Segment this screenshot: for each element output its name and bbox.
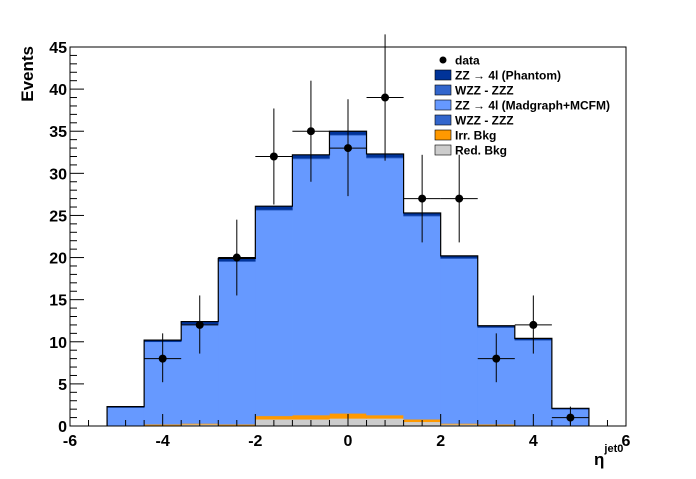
x-axis-label-superscript: jet0: [603, 443, 623, 455]
legend-swatch-2: [434, 84, 452, 96]
data-point-10: [529, 320, 538, 329]
legend-label-6: Red. Bkg: [455, 144, 507, 158]
x-tick-label-3: 0: [344, 433, 353, 450]
data-point-5: [344, 144, 352, 153]
y-tick-label-6: 30: [49, 166, 67, 183]
bar-segment-s3-b8: [403, 216, 441, 420]
legend-swatch-6: [434, 144, 452, 156]
data-point-4: [306, 127, 315, 136]
y-tick-label-4: 20: [49, 251, 67, 268]
legend-label-3: ZZ → 4l (Madgraph+MCFM): [455, 99, 610, 113]
legend-label-2: WZZ - ZZZ: [455, 84, 514, 98]
x-axis-label: ηjet0: [594, 443, 623, 469]
data-point-group-11: [551, 406, 589, 425]
y-tick-label-5: 25: [49, 208, 67, 225]
data-points: [144, 34, 589, 425]
x-tick-label-1: -4: [156, 433, 170, 450]
bar-segment-s1-b7: [366, 414, 404, 419]
legend-marker-data: [439, 56, 447, 64]
legend-label-5: Irr. Bkg: [455, 129, 496, 143]
axes: -6 -4 -2 0 2 4 6 0 5 10 15 20 25 30 35 40 45: [49, 40, 630, 450]
bar-segment-s3-b9: [440, 258, 478, 424]
x-axis-label-main: η: [594, 450, 604, 469]
data-point-3: [269, 152, 278, 161]
data-point-0: [158, 354, 167, 363]
data-point-group-2: [218, 219, 256, 296]
data-point-9: [492, 354, 501, 363]
histogram-bars: [106, 130, 590, 427]
x-tick-label-5: 4: [529, 433, 538, 450]
bar-segment-s1-b5: [292, 414, 330, 420]
y-axis-label: Events: [18, 46, 37, 102]
data-point-group-0: [144, 333, 182, 383]
data-point-group-7: [403, 154, 441, 243]
data-point-group-8: [440, 154, 478, 243]
y-tick-label-2: 10: [49, 335, 67, 352]
x-tick-label-0: -6: [63, 433, 77, 450]
x-tick-label-6: 6: [622, 433, 631, 450]
x-tick-label-2: -2: [248, 433, 262, 450]
bar-segment-s3-b7: [366, 157, 404, 416]
bar-segment-s3-b4: [255, 210, 293, 417]
data-point-group-10: [514, 295, 552, 354]
legend-swatch-5: [434, 129, 452, 141]
legend-swatch-1: [434, 69, 452, 81]
y-tick-label-9: 45: [49, 40, 67, 57]
data-point-group-5: [329, 99, 367, 197]
bar-segment-s3-b11: [514, 339, 553, 426]
legend-swatch-3: [434, 99, 452, 111]
data-point-group-9: [477, 333, 515, 383]
data-point-1: [195, 320, 204, 329]
data-point-group-4: [292, 80, 330, 182]
bar-segment-s1-b4: [255, 415, 293, 420]
legend-label-1: ZZ → 4l (Phantom): [455, 69, 561, 83]
data-point-group-6: [366, 34, 404, 161]
y-tick-label-3: 15: [49, 293, 67, 310]
data-point-group-1: [181, 295, 219, 354]
legend-label-4: WZZ - ZZZ: [455, 114, 514, 128]
data-point-11: [566, 413, 575, 422]
y-tick-label-1: 5: [58, 377, 67, 394]
legend-label-0: data: [455, 54, 480, 68]
y-tick-label-8: 40: [49, 82, 67, 99]
bar-segment-s3-b5: [292, 158, 330, 416]
data-point-7: [418, 194, 427, 203]
data-point-group-3: [255, 108, 293, 205]
y-tick-label-7: 35: [49, 124, 67, 141]
legend-swatch-4: [434, 114, 452, 126]
y-tick-label-0: 0: [58, 419, 67, 436]
data-point-8: [455, 194, 464, 203]
data-point-2: [232, 253, 241, 262]
x-tick-label-4: 2: [436, 433, 445, 450]
data-point-6: [381, 93, 390, 102]
